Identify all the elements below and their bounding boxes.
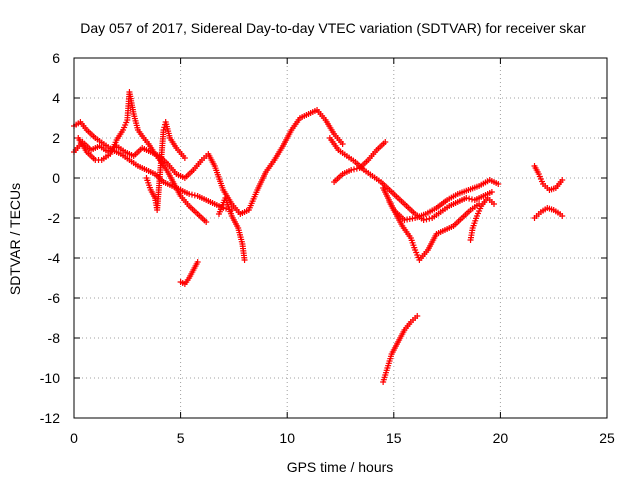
plot-frame bbox=[73, 57, 608, 419]
data-point bbox=[186, 191, 193, 197]
series-track-e bbox=[215, 195, 248, 263]
series-track-j bbox=[380, 177, 502, 223]
series-track-n bbox=[531, 205, 566, 221]
x-tick-label: 25 bbox=[599, 430, 615, 446]
data-point bbox=[559, 177, 566, 183]
data-point bbox=[194, 259, 201, 265]
y-tick-label: -6 bbox=[48, 290, 61, 306]
series-track-b bbox=[71, 119, 235, 213]
data-point bbox=[241, 257, 248, 263]
y-tick-label: 0 bbox=[52, 170, 60, 186]
data-point bbox=[426, 215, 433, 222]
data-point bbox=[348, 167, 355, 173]
series-track-l bbox=[380, 313, 421, 385]
data-point bbox=[463, 195, 470, 201]
series-track-g bbox=[331, 139, 389, 185]
x-tick-label: 0 bbox=[70, 430, 78, 446]
series-track-a bbox=[71, 107, 346, 217]
data-point bbox=[559, 213, 566, 219]
series-track-d bbox=[143, 119, 188, 213]
y-tick-label: 4 bbox=[52, 90, 60, 106]
data-point bbox=[466, 195, 473, 202]
data-point bbox=[188, 191, 195, 198]
y-tick-label: -4 bbox=[48, 250, 61, 266]
data-point bbox=[203, 219, 210, 225]
y-tick-label: -2 bbox=[48, 210, 61, 226]
data-point bbox=[495, 181, 502, 187]
data-point bbox=[161, 124, 168, 131]
series-track-m bbox=[531, 163, 566, 193]
y-tick-label: -10 bbox=[40, 370, 60, 386]
data-point bbox=[339, 141, 346, 147]
data-point bbox=[382, 139, 389, 145]
series-track-h bbox=[326, 135, 495, 223]
x-tick-label: 15 bbox=[386, 430, 402, 446]
data-point bbox=[491, 201, 498, 207]
y-tick-label: -12 bbox=[40, 410, 60, 426]
data-point bbox=[414, 313, 421, 319]
data-points bbox=[71, 89, 566, 385]
data-point bbox=[353, 165, 360, 172]
grid bbox=[74, 58, 607, 418]
series-track-c bbox=[75, 89, 210, 225]
data-point bbox=[423, 216, 430, 223]
y-tick-label: -8 bbox=[48, 330, 61, 346]
axis-ticks: 0 5 10 15 20 25 -12 -10 -8 -6 -4 -2 0 2 4 6 bbox=[40, 50, 615, 446]
data-point bbox=[351, 166, 358, 173]
x-axis-label: GPS time / hours bbox=[287, 459, 394, 475]
series-track-f bbox=[177, 259, 201, 287]
data-point bbox=[191, 192, 198, 199]
x-tick-label: 20 bbox=[493, 430, 509, 446]
series-track-k bbox=[467, 195, 498, 243]
y-tick-label: 2 bbox=[52, 130, 60, 146]
x-tick-label: 5 bbox=[177, 430, 185, 446]
data-point bbox=[420, 217, 427, 223]
y-tick-label: 6 bbox=[52, 50, 60, 66]
data-point bbox=[488, 189, 495, 195]
data-point bbox=[181, 155, 188, 161]
y-axis-label: SDTVAR / TECUs bbox=[7, 183, 23, 295]
x-tick-label: 10 bbox=[279, 430, 295, 446]
data-point bbox=[160, 127, 167, 133]
chart-title: Day 057 of 2017, Sidereal Day-to-day VTE… bbox=[80, 20, 586, 36]
